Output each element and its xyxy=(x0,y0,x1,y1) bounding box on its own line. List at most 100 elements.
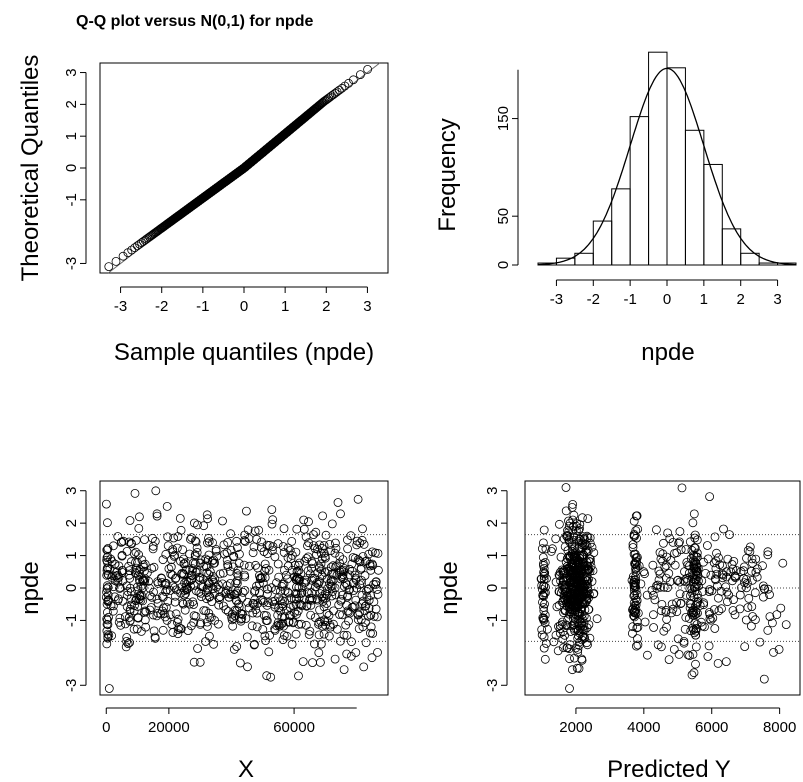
npde-pred-point xyxy=(675,527,685,536)
npde-x-point xyxy=(232,543,242,552)
npde-pred-x-tick-label: 8000 xyxy=(763,719,796,736)
npde-x-point xyxy=(296,600,306,609)
npde-x-point xyxy=(204,533,213,543)
npde-x-point xyxy=(191,586,201,596)
npde-x-point xyxy=(341,620,351,630)
npde-x-point xyxy=(347,559,357,569)
npde-x-point xyxy=(252,534,262,544)
npde-pred-point xyxy=(681,613,691,622)
npde-pred-point xyxy=(566,627,576,636)
npde-x-point xyxy=(237,593,247,603)
npde-pred-point xyxy=(664,569,674,578)
npde-pred-point xyxy=(572,589,582,598)
npde-pred-point xyxy=(693,597,703,606)
qq-point xyxy=(118,251,128,261)
npde-pred-point xyxy=(663,583,672,592)
npde-pred-point xyxy=(575,534,585,544)
npde-pred-point xyxy=(575,614,585,624)
npde-pred-point xyxy=(768,618,777,628)
npde-x-point xyxy=(274,572,284,582)
npde-x-point xyxy=(103,590,113,600)
npde-x-point xyxy=(110,559,120,569)
npde-x-point xyxy=(302,601,312,611)
npde-x-point xyxy=(249,542,259,552)
npde-x-point xyxy=(133,582,142,592)
npde-x-point xyxy=(208,572,218,581)
npde-pred-point xyxy=(648,560,658,570)
npde-x-point xyxy=(202,510,212,520)
npde-x-point xyxy=(359,540,369,549)
npde-x-point xyxy=(373,549,383,558)
npde-x-point xyxy=(210,616,220,625)
npde-pred-point xyxy=(710,574,720,584)
npde-x-point xyxy=(203,538,212,548)
hist-x-tick-label: -2 xyxy=(587,291,600,308)
npde-x-point xyxy=(369,612,379,621)
npde-pred-point xyxy=(685,561,694,571)
npde-pred-point xyxy=(667,599,677,609)
npde-x-point xyxy=(131,569,141,578)
npde-x-point xyxy=(296,619,306,629)
npde-x-point xyxy=(147,592,157,602)
npde-pred-point xyxy=(742,583,751,593)
npde-pred-point xyxy=(538,597,547,607)
npde-x-x-tick-label: 20000 xyxy=(148,719,190,736)
qq-point xyxy=(324,93,334,103)
npde-pred-point xyxy=(551,630,561,640)
npde-pred-point xyxy=(632,511,642,521)
npde-x-point xyxy=(289,601,299,611)
npde-pred-point xyxy=(765,590,774,599)
npde-pred-y-tick-label: 2 xyxy=(484,519,501,527)
npde-pred-point xyxy=(563,546,573,555)
npde-x-point xyxy=(357,599,367,609)
npde-pred-point xyxy=(725,530,734,539)
npde-x-point xyxy=(371,580,381,589)
npde-pred-point xyxy=(700,622,709,632)
npde-x-point xyxy=(232,579,242,588)
npde-pred-point xyxy=(538,613,548,623)
npde-vs-pred-panel: 2000 4000 6000 8000 -3 -1 0 1 2 3 Predicted Y npd… xyxy=(436,480,801,782)
npde-pred-point xyxy=(673,634,683,644)
npde-x-point xyxy=(109,541,118,551)
hist-x-tick-label: 0 xyxy=(663,291,671,308)
npde-x-point xyxy=(307,557,317,566)
npde-x-point xyxy=(161,578,171,588)
npde-x-point xyxy=(134,567,144,577)
npde-pred-point xyxy=(692,548,702,558)
npde-x-point xyxy=(237,613,247,623)
npde-x-point xyxy=(189,618,199,627)
npde-pred-point xyxy=(633,640,643,650)
npde-x-point xyxy=(106,601,116,611)
npde-pred-point xyxy=(704,587,714,596)
npde-pred-point xyxy=(629,580,639,590)
npde-x-point xyxy=(306,600,316,610)
npde-x-point xyxy=(240,537,250,546)
npde-pred-point xyxy=(689,668,699,678)
npde-x-point xyxy=(355,608,365,618)
npde-x-point xyxy=(150,536,160,546)
npde-x-y-tick-label: 2 xyxy=(63,519,80,527)
npde-x-point xyxy=(261,564,271,573)
npde-x-point xyxy=(122,547,132,556)
npde-x-point xyxy=(178,545,188,555)
npde-x-point xyxy=(301,532,311,542)
npde-x-point xyxy=(195,657,205,667)
npde-pred-point xyxy=(683,575,693,585)
npde-pred-point xyxy=(710,532,720,542)
npde-x-point xyxy=(118,596,128,606)
npde-pred-point xyxy=(739,562,749,572)
npde-x-point xyxy=(260,573,270,582)
npde-pred-point xyxy=(572,519,582,529)
npde-x-point xyxy=(152,594,162,604)
npde-x-point xyxy=(278,618,288,628)
npde-x-point xyxy=(179,554,188,564)
npde-x-point xyxy=(106,554,116,564)
npde-pred-point xyxy=(631,553,641,562)
npde-x-point xyxy=(240,586,250,595)
npde-pred-point xyxy=(759,592,768,602)
npde-pred-point xyxy=(717,604,726,614)
npde-x-point xyxy=(158,625,168,635)
qq-marks: -3 -2 -1 0 1 2 3 -3 -1 0 1 2 3 xyxy=(63,62,381,315)
npde-x-point xyxy=(163,596,173,606)
npde-x-point xyxy=(194,587,204,597)
